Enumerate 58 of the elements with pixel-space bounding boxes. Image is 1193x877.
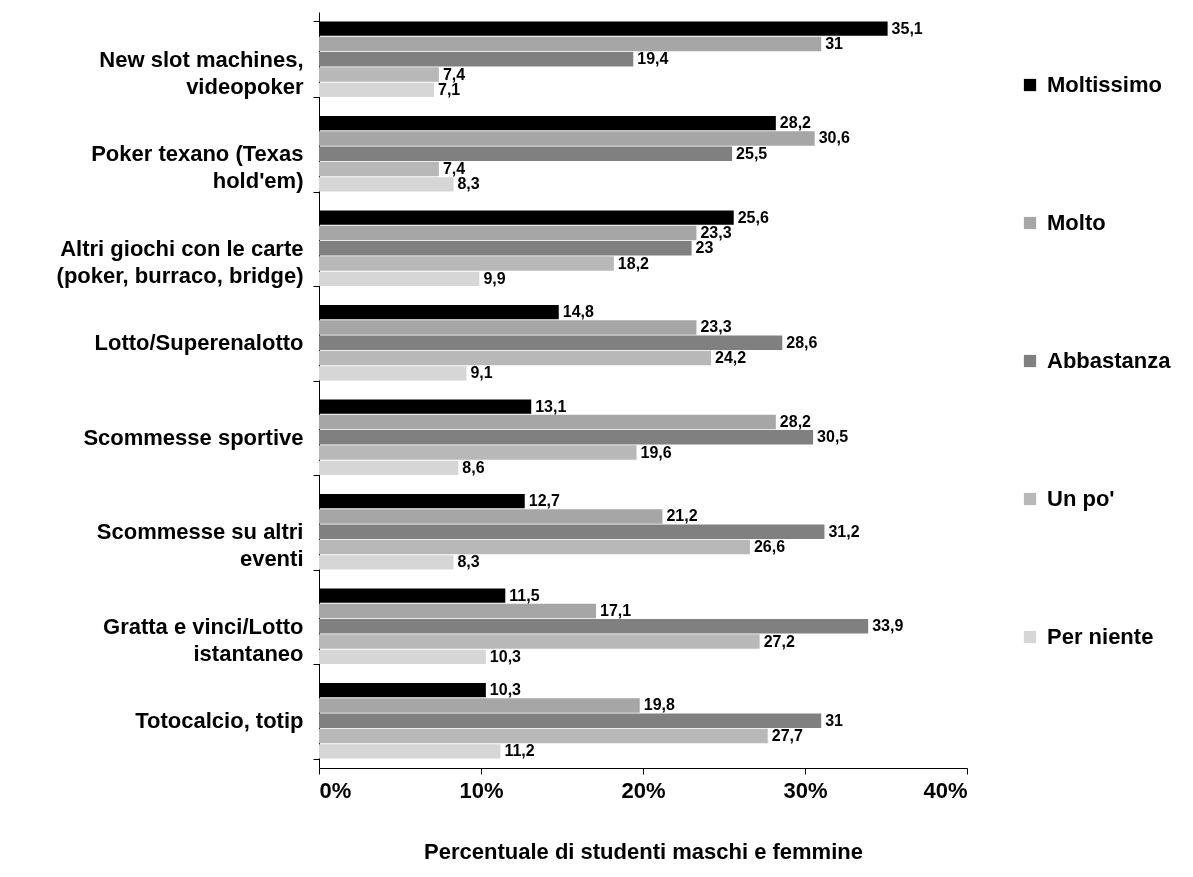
data-label: 30,6 — [818, 129, 850, 147]
data-label: 18,2 — [617, 254, 650, 272]
data-label: 28,2 — [779, 412, 812, 430]
data-label: 19,8 — [643, 696, 675, 714]
data-label: 23 — [695, 239, 714, 257]
data-label: 12,7 — [528, 492, 560, 510]
data-label: 30,5 — [817, 428, 849, 446]
data-label: 31 — [825, 34, 844, 52]
data-label: 19,6 — [640, 443, 672, 461]
y-tick-label: Scommesse sportive — [83, 424, 304, 450]
data-label: 23,3 — [700, 223, 732, 241]
data-label: 25,6 — [737, 208, 769, 226]
data-label: 24,2 — [715, 349, 747, 367]
data-label: 19,4 — [637, 50, 669, 68]
legend-label: Molto — [1047, 210, 1106, 235]
data-label: 26,6 — [753, 538, 786, 556]
data-label: 35,1 — [891, 19, 923, 37]
data-label: 17,1 — [600, 601, 632, 619]
y-tick-label: Gratta e vinci/Lotto istantaneo — [103, 613, 304, 666]
y-tick-label: Totocalcio, totip — [135, 708, 304, 734]
x-tick-label: 10% — [459, 777, 504, 803]
y-tick-label: New slot machines, videopoker — [99, 46, 304, 99]
data-label: 14,8 — [562, 303, 594, 321]
data-label: 27,7 — [771, 727, 803, 745]
data-label: 9,1 — [470, 364, 493, 382]
x-tick-label: 0% — [319, 777, 352, 803]
data-label: 13,1 — [535, 397, 567, 415]
data-label: 9,9 — [483, 269, 506, 287]
x-tick-label: 20% — [621, 777, 666, 803]
data-label: 23,3 — [700, 318, 732, 336]
data-label: 28,6 — [786, 333, 818, 351]
legend-label: Per niente — [1047, 624, 1154, 649]
data-label: 8,3 — [457, 553, 480, 571]
data-label: 10,3 — [489, 647, 522, 665]
x-tick-label: 30% — [783, 777, 828, 803]
data-label: 8,6 — [462, 458, 485, 476]
data-label: 27,2 — [763, 632, 795, 650]
data-label: 31 — [825, 711, 844, 729]
data-label: 33,9 — [872, 617, 904, 635]
x-tick-label: 40% — [923, 777, 968, 803]
data-label: 21,2 — [666, 507, 698, 525]
data-label: 11,5 — [509, 586, 540, 604]
y-tick-label: Poker texano (Texas hold'em) — [91, 141, 304, 194]
legend-label: Abbastanza — [1047, 348, 1172, 373]
y-tick-label: Scommesse su altri eventi — [96, 519, 304, 572]
data-label: 10,3 — [489, 681, 522, 699]
data-label: 8,3 — [457, 175, 480, 193]
legend-label: Moltissimo — [1047, 72, 1162, 97]
legend-label: Un po' — [1047, 486, 1115, 511]
y-tick-label: Altri giochi con le carte (poker, burraco, bridge) — [56, 235, 304, 288]
x-axis-title: Percentuale di studenti maschi e femmine — [424, 838, 863, 864]
data-label: 7,4 — [442, 160, 466, 178]
y-tick-label: Lotto/Superenalotto — [94, 330, 304, 356]
data-label: 7,4 — [442, 65, 466, 83]
data-label: 31,2 — [828, 522, 860, 540]
data-label: 25,5 — [736, 144, 768, 162]
data-label: 11,2 — [504, 742, 535, 760]
data-label: 28,2 — [779, 114, 812, 132]
